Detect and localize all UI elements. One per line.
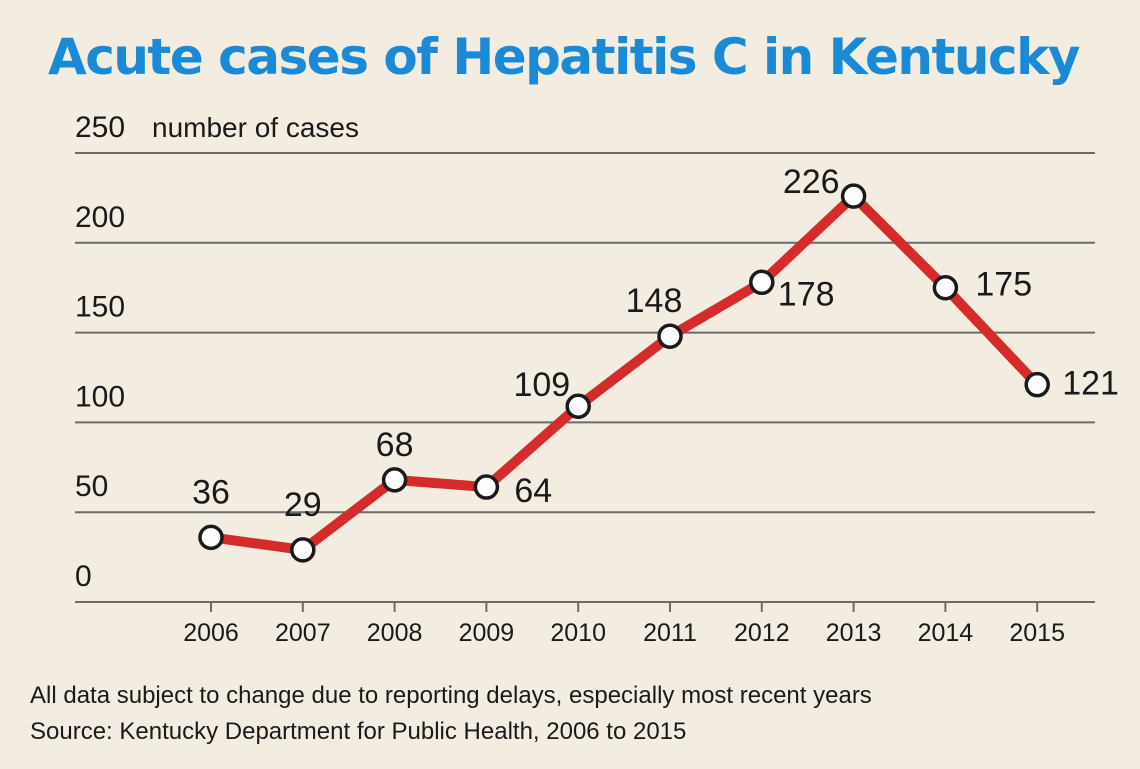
x-tick-label: 2007 — [275, 619, 331, 647]
disclaimer-note: All data subject to change due to report… — [30, 682, 872, 709]
y-tick-label: 250 — [75, 111, 125, 144]
x-tick-label: 2013 — [826, 619, 882, 647]
data-label: 175 — [975, 266, 1032, 304]
series-line-group — [206, 191, 1043, 555]
data-labels: 36 29 68 64 109 148 178 226 175 121 — [192, 163, 1119, 524]
data-label: 36 — [192, 473, 230, 511]
x-tick-label: 2010 — [550, 619, 606, 647]
data-label: 64 — [514, 472, 552, 510]
y-axis-label: number of cases — [152, 112, 359, 143]
x-tick-label: 2011 — [643, 619, 697, 647]
source-note: Source: Kentucky Department for Public H… — [30, 718, 687, 745]
gridlines — [75, 152, 1095, 603]
data-point — [198, 524, 224, 551]
data-label: 109 — [513, 366, 570, 404]
data-point — [381, 467, 408, 493]
x-tick-label: 2008 — [367, 619, 423, 647]
data-point — [290, 537, 316, 563]
y-tick-label: 100 — [75, 380, 125, 413]
axes: 0 50 100 150 200 250 number of cases 2006 2007 20… — [75, 111, 1065, 647]
y-tick-label: 50 — [75, 470, 108, 503]
data-point — [1024, 371, 1050, 398]
y-tick-label: 0 — [75, 560, 92, 593]
data-point — [932, 274, 959, 301]
x-tick-label: 2012 — [734, 619, 790, 647]
data-label: 68 — [376, 426, 414, 464]
data-point — [840, 183, 867, 209]
data-point — [473, 474, 500, 500]
chart-notes: All data subject to change due to report… — [30, 678, 872, 750]
x-tick-label: 2014 — [918, 619, 974, 647]
y-tick-label: 200 — [75, 201, 125, 234]
x-tick-label: 2009 — [459, 619, 515, 647]
x-tick-label: 2015 — [1009, 619, 1065, 647]
chart-title: Acute cases of Hepatitis C in Kentucky — [48, 28, 1081, 86]
data-label: 178 — [778, 275, 835, 313]
data-point — [749, 269, 775, 296]
data-point — [657, 323, 683, 349]
data-label: 148 — [626, 282, 683, 320]
data-label: 29 — [284, 486, 322, 524]
series-line — [206, 191, 1043, 555]
data-markers — [198, 183, 1050, 563]
data-label: 121 — [1062, 365, 1119, 403]
data-point — [565, 393, 591, 419]
y-tick-label: 150 — [75, 291, 125, 324]
data-label: 226 — [783, 163, 840, 201]
x-tick-label: 2006 — [183, 619, 239, 647]
